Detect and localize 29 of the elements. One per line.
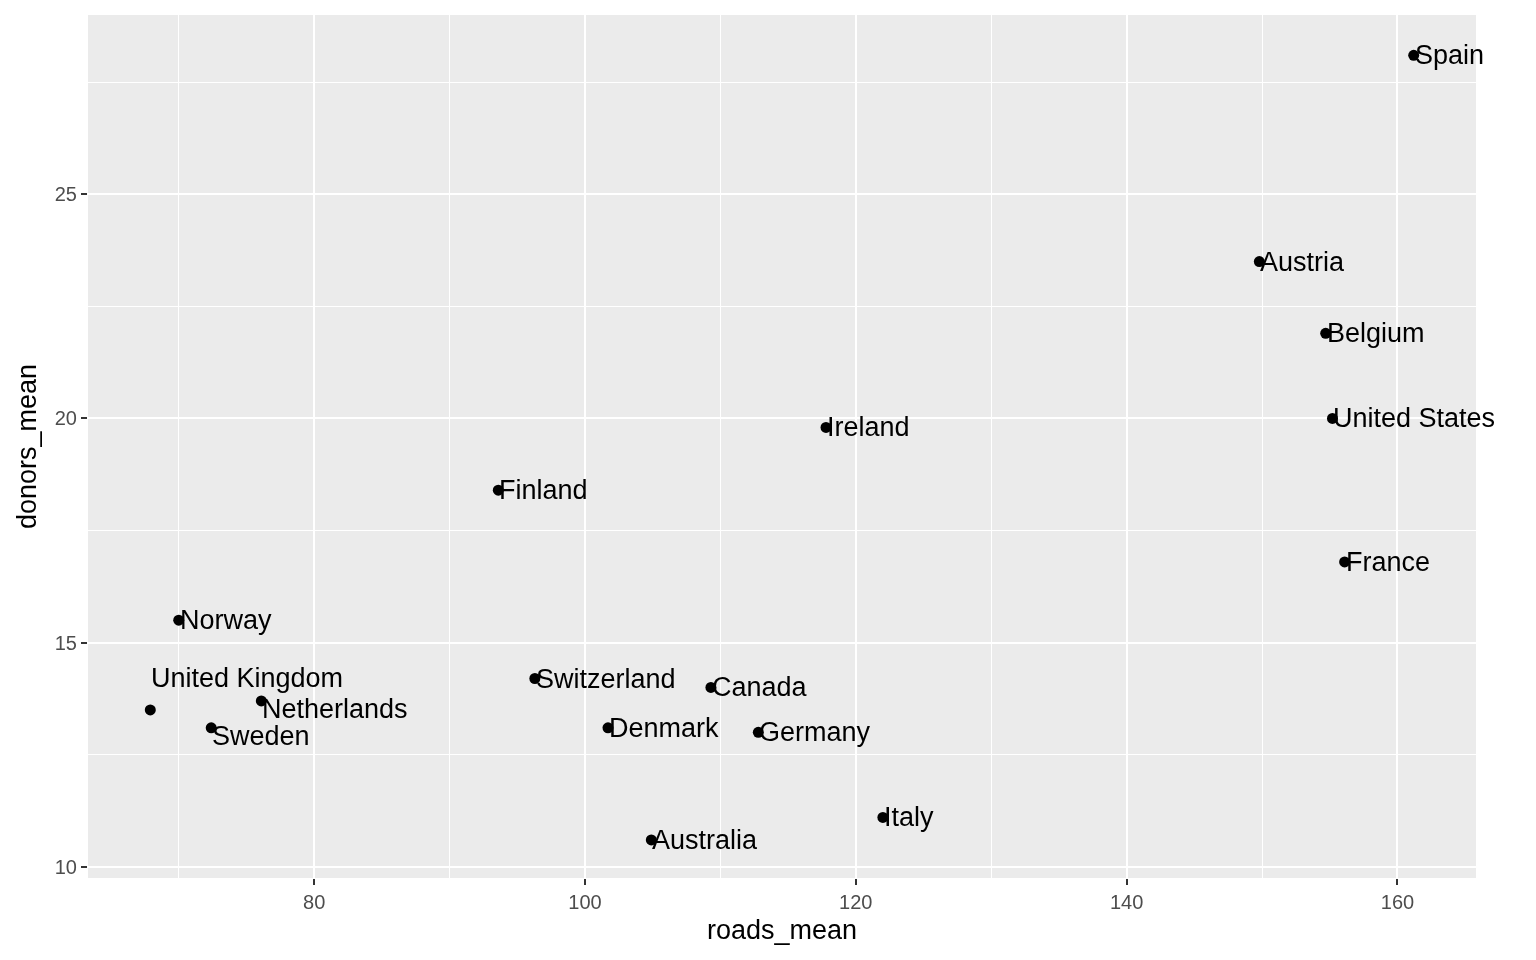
annotation: United Kingdom bbox=[151, 663, 344, 693]
annotation: Spain bbox=[1415, 40, 1485, 70]
annotation: Austria bbox=[1260, 247, 1346, 277]
annotation: Norway bbox=[180, 605, 273, 635]
annotation: Switzerland bbox=[536, 664, 676, 694]
annotation: Italy bbox=[884, 802, 935, 832]
x-tick-label: 140 bbox=[1109, 891, 1144, 913]
annotation: Sweden bbox=[212, 721, 310, 751]
y-tick-label: 25 bbox=[54, 183, 77, 206]
y-tick-label: 15 bbox=[54, 631, 77, 654]
y-axis-title: donors_mean bbox=[11, 363, 42, 530]
x-tick-label: 160 bbox=[1380, 891, 1415, 913]
x-tick-label: 80 bbox=[303, 891, 326, 913]
x-axis-title: roads_mean bbox=[706, 915, 858, 946]
annotation: Belgium bbox=[1327, 318, 1425, 348]
annotation: Germany bbox=[759, 717, 871, 747]
annotation: Finland bbox=[499, 475, 588, 505]
annotation: Australia bbox=[652, 825, 759, 855]
annotation: Ireland bbox=[827, 412, 910, 442]
point bbox=[144, 704, 156, 716]
y-tick-label: 10 bbox=[54, 855, 77, 878]
x-tick-label: 120 bbox=[839, 891, 873, 913]
y-tick-label: 20 bbox=[54, 407, 77, 430]
annotation: Canada bbox=[712, 672, 808, 702]
annotation: France bbox=[1346, 547, 1431, 577]
annotation: Denmark bbox=[609, 713, 720, 743]
annotation: Netherlands bbox=[262, 694, 408, 724]
x-tick-label: 100 bbox=[568, 891, 602, 913]
annotation: United States bbox=[1333, 403, 1496, 433]
